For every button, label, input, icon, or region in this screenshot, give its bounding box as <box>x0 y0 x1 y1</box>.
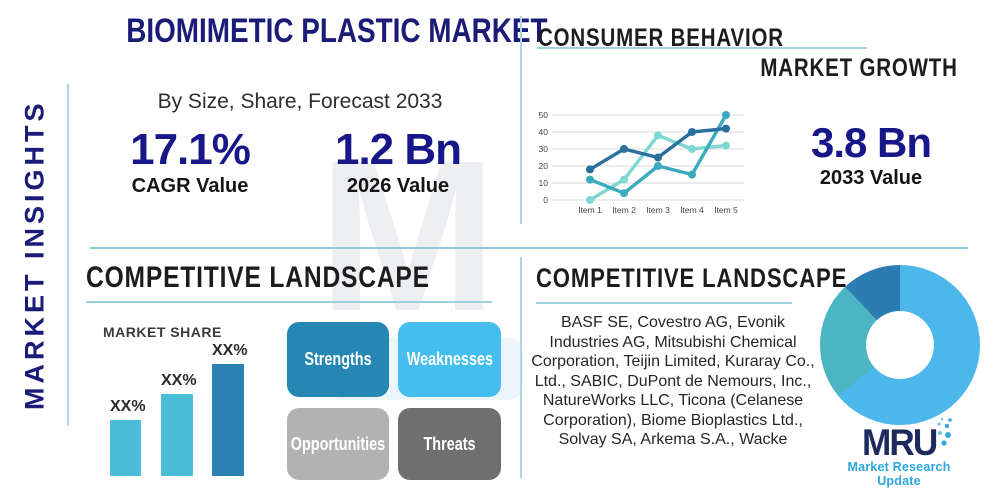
logo-splash-icon <box>937 417 952 446</box>
swot-box-opportunities: Opportunities <box>287 408 389 480</box>
sidebar-vertical-title: MARKET INSIGHTS <box>19 99 50 411</box>
aqua-series-point <box>654 131 662 140</box>
competitive-landscape-left-text: COMPETITIVE LANDSCAPE <box>86 261 430 294</box>
bar <box>110 420 141 476</box>
aqua-series-point <box>586 196 594 204</box>
competitive-landscape-right-text: COMPETITIVE LANDSCAPE <box>536 263 848 293</box>
bar-value-label: XX% <box>212 342 248 359</box>
dark-blue-series-point <box>620 145 628 153</box>
market-share-label: MARKET SHARE <box>103 324 222 340</box>
competitive-landscape-right-heading: COMPETITIVE LANDSCAPE <box>536 263 916 294</box>
x-tick-label: Item 3 <box>646 205 670 215</box>
teal-series-point <box>620 189 628 198</box>
page-title-text: BIOMIMETIC PLASTIC MARKET <box>126 12 548 50</box>
donut-hole <box>866 311 934 379</box>
teal-series-point <box>654 162 662 170</box>
logo-text: MRU <box>861 422 938 463</box>
vertical-divider-bottom <box>520 257 522 478</box>
stat-2033-value: 3.8 Bn <box>810 119 932 166</box>
stat-2026-label: 2026 Value <box>346 175 450 198</box>
dark-blue-series-point <box>586 165 594 174</box>
x-tick-label: Item 5 <box>714 205 738 215</box>
bar-group: XX% <box>212 342 248 476</box>
bar <box>212 364 244 476</box>
y-tick-label: 20 <box>539 161 549 171</box>
y-tick-label: 40 <box>539 127 549 137</box>
watermark-letter: M <box>318 115 498 356</box>
teal-series-point <box>722 111 730 119</box>
x-tick-label: Item 2 <box>612 205 636 215</box>
page-subtitle: By Size, Share, Forecast 2033 <box>157 90 443 113</box>
swot-label: Threats <box>423 433 476 454</box>
logo-tagline: Market Research Update <box>847 459 951 488</box>
x-tick-label: Item 1 <box>578 205 602 215</box>
horizontal-divider <box>90 247 968 249</box>
stat-2033-label: 2033 Value <box>819 167 923 190</box>
sidebar-divider-line <box>67 84 69 426</box>
stat-cagr: 17.1% CAGR Value <box>95 125 285 198</box>
bar <box>161 394 193 476</box>
consumer-behavior-underline <box>537 47 867 49</box>
swot-grid: Strengths Weaknesses Opportunities Threats <box>287 322 501 480</box>
vertical-divider-top <box>520 16 522 224</box>
stat-cagr-value: 17.1% <box>130 125 251 174</box>
competitive-landscape-right-underline <box>536 302 792 304</box>
dark-blue-series-point <box>722 124 730 133</box>
brand-logo: MRU Market Research Update <box>826 417 972 488</box>
teal-series-point <box>688 170 696 179</box>
y-tick-label: 30 <box>539 144 549 154</box>
bar-group: XX% <box>161 372 197 476</box>
stat-cagr-label: CAGR Value <box>131 175 249 198</box>
swot-label: Weaknesses <box>406 349 493 369</box>
stat-2033: 3.8 Bn 2033 Value <box>797 119 945 190</box>
market-growth-text: MARKET GROWTH <box>760 54 958 82</box>
stat-2026-value: 1.2 Bn <box>334 125 462 174</box>
dark-blue-series-point <box>654 153 662 162</box>
x-tick-label: Item 4 <box>680 205 704 215</box>
y-tick-label: 50 <box>539 110 549 120</box>
stat-2026: 1.2 Bn 2026 Value <box>303 125 493 198</box>
aqua-series-point <box>722 141 730 150</box>
aqua-series-point <box>620 175 628 184</box>
companies-list: BASF SE, Covestro AG, Evonik Industries … <box>531 314 815 449</box>
swot-label: Opportunities <box>290 433 386 454</box>
dark-blue-series-point <box>688 128 696 136</box>
page-title: BIOMIMETIC PLASTIC MARKET <box>80 12 547 51</box>
teal-series-point <box>586 175 594 184</box>
swot-box-strengths: Strengths <box>287 322 389 397</box>
bar-value-label: XX% <box>161 372 197 389</box>
market-growth-line-chart: 0 10 20 30 40 50 Item 1 Item 2 Item 3 Item 4 Item … <box>539 110 744 215</box>
swot-box-weaknesses: Weaknesses <box>398 322 501 397</box>
bar-group: XX% <box>110 398 146 476</box>
market-share-bar-chart: XX% XX% XX% <box>100 338 260 476</box>
y-tick-label: 10 <box>539 178 549 188</box>
competitive-landscape-left-heading: COMPETITIVE LANDSCAPE <box>86 261 505 295</box>
competitive-landscape-left-underline <box>86 301 492 303</box>
aqua-series-point <box>688 145 696 153</box>
bar-value-label: XX% <box>110 398 146 415</box>
swot-box-threats: Threats <box>398 408 501 480</box>
market-growth-heading: MARKET GROWTH <box>538 54 958 83</box>
market-share-donut-chart <box>820 265 980 425</box>
y-tick-label: 0 <box>543 195 548 205</box>
swot-label: Strengths <box>304 349 372 369</box>
